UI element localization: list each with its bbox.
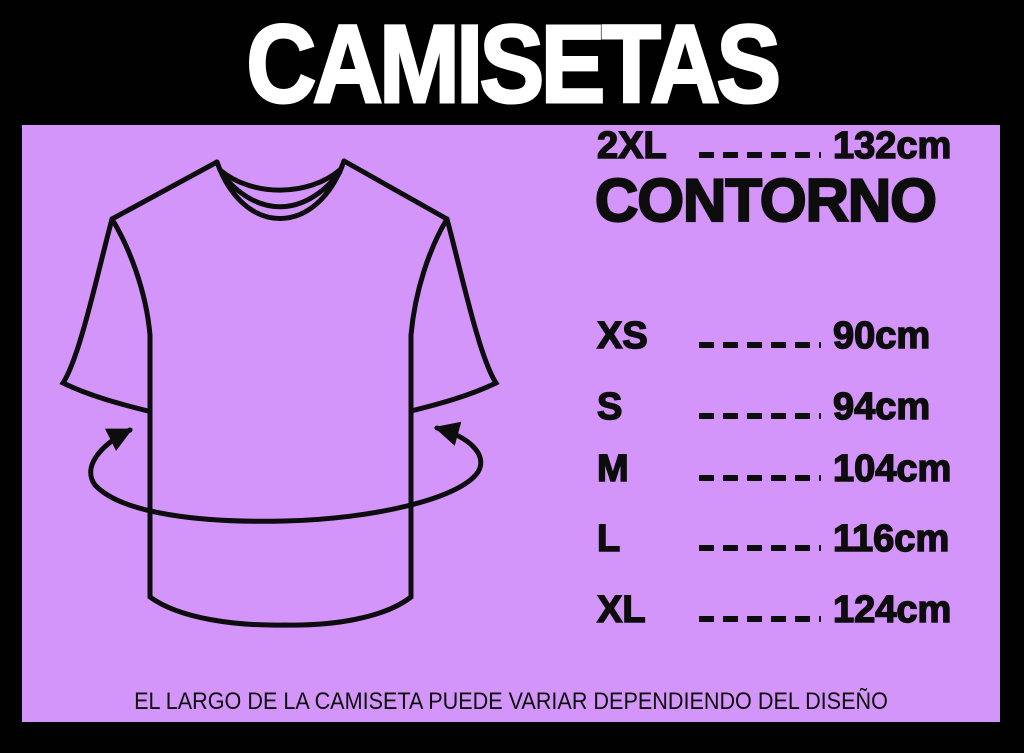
size-value: 104cm [832,447,952,491]
size-row-s: S 94cm [596,385,969,429]
dash-leader [699,342,821,348]
size-row-m: M 104cm [596,447,969,491]
size-value: 124cm [832,588,952,632]
size-label: S [596,385,623,429]
size-label: XL [596,588,646,632]
size-value: 116cm [832,517,950,561]
size-row-xl: XL 124cm [596,588,969,632]
size-chart-panel: CONTORNO XS 90cm S 94cm M 104cm L 116cm … [22,124,1000,722]
contorno-heading: CONTORNO [594,167,938,234]
length-disclaimer: EL LARGO DE LA CAMISETA PUEDE VARIAR DEP… [134,688,888,715]
page-title: CAMISETAS [245,3,782,126]
size-label: L [596,517,621,561]
size-row-l: L 116cm [596,517,969,561]
size-value: 90cm [832,314,931,358]
dash-leader [699,152,821,158]
dash-leader [699,413,821,419]
size-value: 94cm [832,385,931,429]
dash-leader [699,475,821,481]
dash-leader [699,545,821,551]
size-label: 2XL [596,124,667,168]
size-row-2xl: 2XL 132cm [596,124,969,168]
size-label: XS [596,314,648,358]
size-row-xs: XS 90cm [596,314,969,358]
dash-leader [699,616,821,622]
size-label: M [596,447,629,491]
size-value: 132cm [832,124,952,168]
tshirt-circumference-icon [59,158,500,628]
